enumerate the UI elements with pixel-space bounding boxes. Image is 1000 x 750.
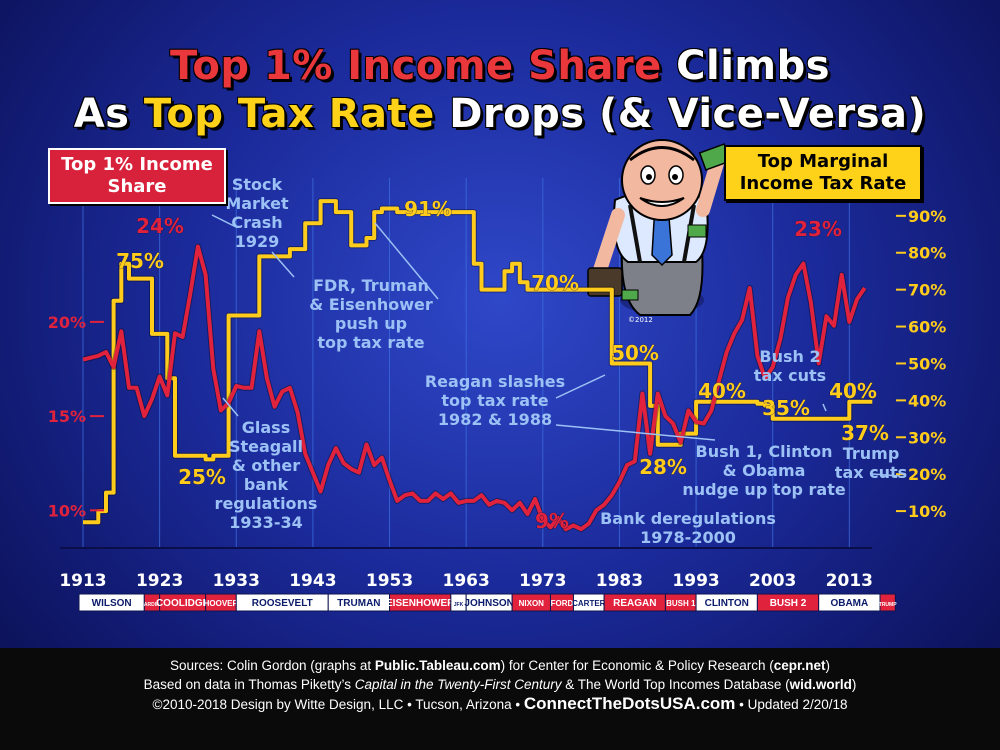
value-label: 24% [136,214,184,238]
x-tick-label: 1993 [672,571,719,591]
x-tick-label: 1973 [519,571,566,591]
annotation-leader [555,374,606,399]
president-segment [879,593,896,612]
annotation: Glass Steagall & other bank regulations 1933-… [215,418,318,532]
president-label: COOLIDGE [156,598,210,609]
tax-rate-line [83,199,873,525]
right-tick-label: 30% [908,428,946,447]
value-label: 35% [762,396,810,420]
value-label: 75% [116,249,164,273]
footer-sources: Sources: Colin Gordon (graphs at Public.… [169,658,830,673]
right-tick-label: 40% [908,391,946,410]
president-label: JOHNSON [464,598,513,609]
president-label: WILSON [92,598,132,609]
president-label: CARTER [572,599,606,608]
title-white-a: As [73,91,144,137]
x-tick-label: 1943 [289,571,336,591]
title-yellow: Top Tax Rate [143,91,435,137]
chart: ©2012 1913 1923 1933 1943 1953 1963 1973 1983 19… [48,139,946,612]
value-label: 40% [829,379,877,403]
left-axis-label: Top 1% Income Share [48,148,226,204]
president-label: EISENHOWER [386,598,455,609]
annotation: Reagan slashes top tax rate 1982 & 1988 [425,372,565,429]
x-tick-label: 1923 [136,571,183,591]
right-tick-label: 80% [908,244,946,263]
left-tick-label: 20% [48,313,86,332]
left-tick-label: 10% [48,501,86,520]
president-label: JFK [454,602,464,608]
president-label: CLINTON [705,598,749,609]
annotation: FDR, Truman & Eisenhower push up top tax ra… [309,276,433,352]
annotation: Stock Market Crash 1929 [225,175,289,251]
president-label: TRUMP [879,602,897,608]
tableau-link[interactable]: Public.Tableau.com [374,658,501,673]
right-tick-label: 20% [908,465,946,484]
value-label: 70% [531,271,579,295]
annotation: Bush 1, Clinton & Obama nudge up top rate [682,442,846,499]
right-tick-label: 10% [908,502,946,521]
value-label: 9% [535,509,569,533]
title-white: Climbs [661,43,831,89]
value-label: 91% [404,197,452,221]
page-title: Top 1% Income Share Climbs As Top Tax Ra… [0,42,1000,138]
title-white-b: Drops (& Vice-Versa) [434,91,927,137]
value-label: 40% [698,379,746,403]
value-label: 50% [611,341,659,365]
annotation: Trump tax cuts [835,444,907,482]
wid-link[interactable]: wid.world [789,677,852,692]
president-label: REAGAN [613,598,656,609]
value-label: 37% [841,421,889,445]
x-tick-label: 2003 [749,571,796,591]
right-tick-label: 90% [908,207,946,226]
x-tick-label: 1963 [443,571,490,591]
value-label: 28% [639,455,687,479]
annotation: Bank deregulations 1978-2000 [600,509,776,547]
site-link[interactable]: ConnectTheDotsUSA.com [523,694,736,713]
annotation-leader [374,222,439,300]
x-tick-label: 1983 [596,571,643,591]
annotation-leader [871,473,901,477]
right-tick-label: 70% [908,281,946,300]
president-label: ROOSEVELT [252,598,313,609]
footer: Sources: Colin Gordon (graphs at Public.… [0,648,1000,750]
left-tick-label: 15% [48,407,86,426]
footer-credit: ©2010-2018 Design by Witte Design, LLC •… [152,694,848,713]
cepr-link[interactable]: cepr.net [773,658,826,673]
president-label: HARDING [140,602,163,608]
annotation-leader [222,397,239,417]
annotation-leader [555,424,716,441]
president-label: OBAMA [830,598,868,609]
president-label: NIXON [519,599,545,608]
right-axis-label: Top Marginal Income Tax Rate [724,145,922,201]
value-label: 23% [794,217,842,241]
annotation-leader [211,214,237,228]
president-label: BUSH 1 [666,599,696,608]
footer-data-source: Based on data in Thomas Piketty’s Capita… [143,677,857,692]
value-label: 25% [178,465,226,489]
x-tick-label: 1933 [213,571,260,591]
president-label: BUSH 2 [770,598,807,609]
annotation-leader [271,251,295,278]
x-tick-label: 1953 [366,571,413,591]
book-title: Capital in the Twenty-First Century [354,677,562,692]
president-label: TRUMAN [337,598,380,609]
income-share-line [82,244,867,532]
annotation-leader [822,403,827,412]
annotation: Bush 2 tax cuts [754,347,826,385]
x-tick-label: 2013 [826,571,873,591]
president-label: FORD [551,599,574,608]
title-red: Top 1% Income Share [169,43,662,89]
businessman-illustration: ©2012 [587,139,732,324]
right-tick-label: 60% [908,318,946,337]
president-label: HOOVER [204,599,239,608]
right-tick-label: 50% [908,354,946,373]
caricature-copyright: ©2012 [628,316,653,324]
x-tick-label: 1913 [59,571,106,591]
